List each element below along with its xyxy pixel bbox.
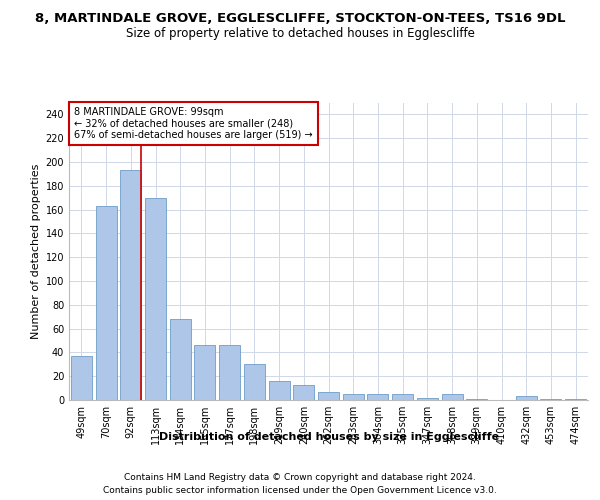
Bar: [170, 319, 191, 400]
Bar: [466, 399, 487, 400]
Bar: [343, 394, 364, 400]
Bar: [565, 399, 586, 400]
Bar: [194, 346, 215, 400]
Y-axis label: Number of detached properties: Number of detached properties: [31, 164, 41, 339]
Text: Distribution of detached houses by size in Egglescliffe: Distribution of detached houses by size …: [159, 432, 499, 442]
Bar: [71, 356, 92, 400]
Bar: [367, 394, 388, 400]
Text: Contains HM Land Registry data © Crown copyright and database right 2024.: Contains HM Land Registry data © Crown c…: [124, 472, 476, 482]
Bar: [516, 396, 537, 400]
Text: Size of property relative to detached houses in Egglescliffe: Size of property relative to detached ho…: [125, 28, 475, 40]
Text: 8 MARTINDALE GROVE: 99sqm
← 32% of detached houses are smaller (248)
67% of semi: 8 MARTINDALE GROVE: 99sqm ← 32% of detac…: [74, 107, 313, 140]
Bar: [293, 384, 314, 400]
Bar: [417, 398, 438, 400]
Bar: [392, 394, 413, 400]
Bar: [269, 381, 290, 400]
Bar: [318, 392, 339, 400]
Text: 8, MARTINDALE GROVE, EGGLESCLIFFE, STOCKTON-ON-TEES, TS16 9DL: 8, MARTINDALE GROVE, EGGLESCLIFFE, STOCK…: [35, 12, 565, 26]
Bar: [219, 346, 240, 400]
Bar: [244, 364, 265, 400]
Text: Contains public sector information licensed under the Open Government Licence v3: Contains public sector information licen…: [103, 486, 497, 495]
Bar: [541, 399, 562, 400]
Bar: [120, 170, 141, 400]
Bar: [95, 206, 116, 400]
Bar: [145, 198, 166, 400]
Bar: [442, 394, 463, 400]
